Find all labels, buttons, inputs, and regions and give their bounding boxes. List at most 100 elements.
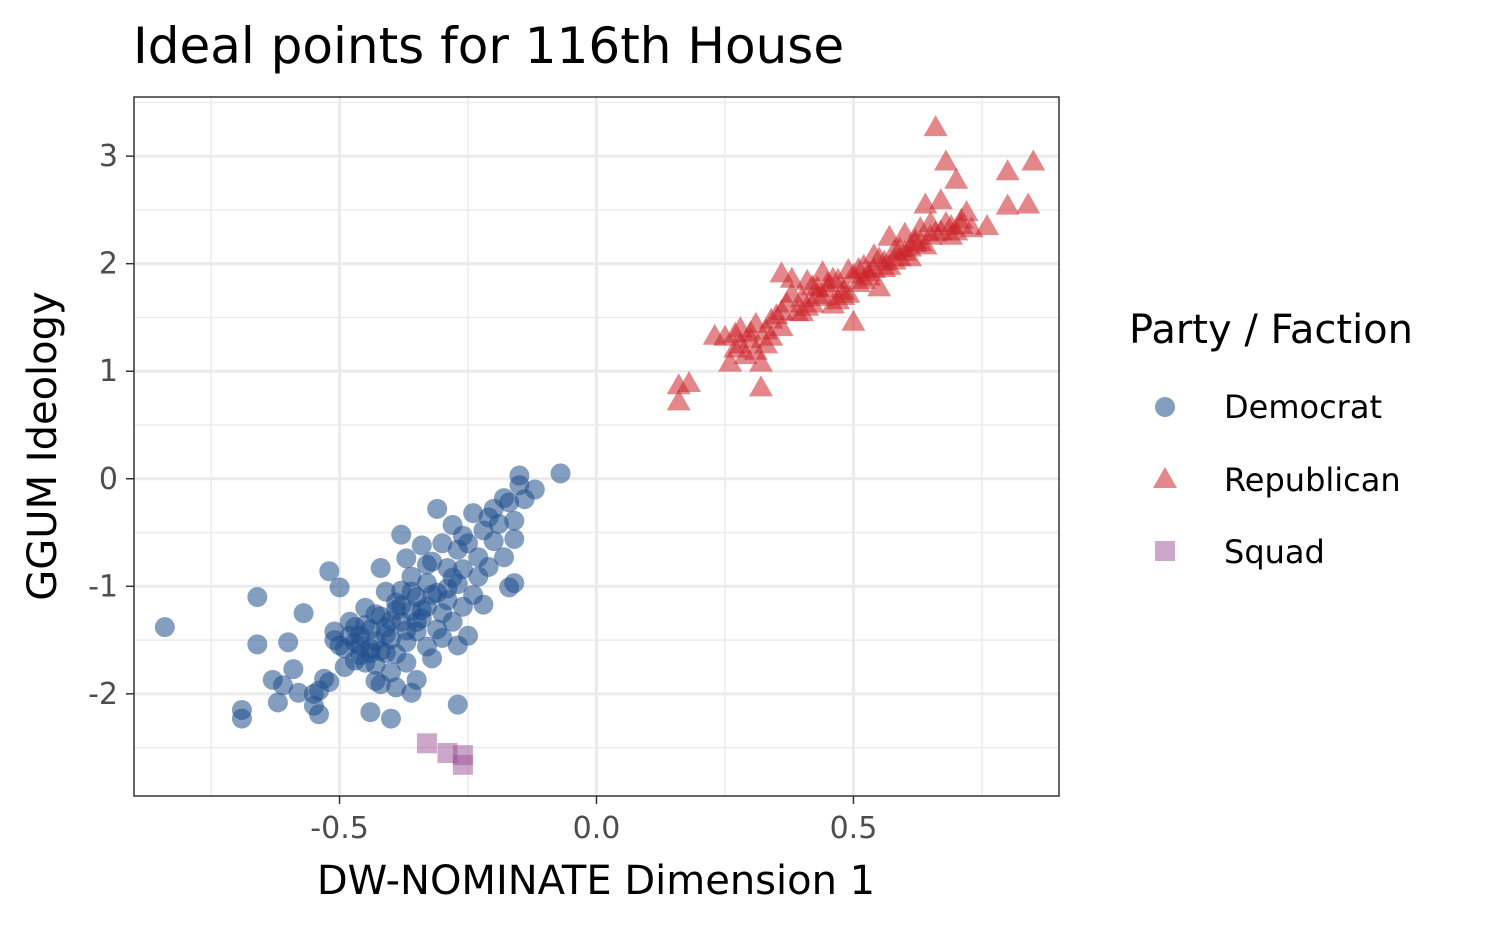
democrat-point [288,682,309,703]
democrat-point [432,627,453,648]
democrat-point [499,492,520,513]
y-tick-label: -2 [88,677,118,712]
republican-point [923,115,948,137]
democrat-point [494,547,514,568]
democrat-point [406,669,427,690]
democrat-point [293,603,314,624]
democrat-point [488,513,509,534]
republican-point [748,350,773,372]
democrat-point [355,615,376,636]
republican-point [769,299,794,321]
republican-point [718,350,743,372]
democrat-point [386,677,407,698]
legend-label-democrat: Democrat [1224,388,1382,426]
democrat-point [473,594,494,615]
x-axis-title: DW-NOMINATE Dimension 1 [317,858,875,904]
democrat-point [344,650,365,671]
y-tick-label: 0 [99,462,118,497]
republican-point [867,275,892,297]
democrat-point [273,675,294,696]
legend-label-republican: Republican [1224,461,1401,499]
republican-point [856,260,881,282]
republican-point [666,389,691,411]
y-tick-label: 3 [99,139,118,174]
democrat-point [360,702,381,723]
democrat-point [422,584,443,605]
y-axis-ticks: -2 -1 0 1 2 3 [88,139,134,712]
republican-point [743,338,768,360]
democrat-point [396,548,417,569]
republican-point [723,321,748,343]
democrat-point [509,465,530,486]
squad-point [452,754,473,775]
republican-point [995,159,1020,181]
republican-point [897,235,922,257]
series-democrat [154,463,571,729]
democrat-point [483,531,504,552]
democrat-point [375,642,396,663]
republican-point [754,318,779,340]
democrat-point [422,648,443,669]
democrat-point [401,566,422,587]
democrat-point [391,524,412,545]
democrat-point [380,662,401,683]
democrat-point [309,704,329,725]
democrat-point [447,694,468,715]
x-tick-label: -0.5 [310,811,369,846]
republican-point [677,371,701,393]
republican-point [944,167,969,189]
democrat-point [427,498,448,519]
legend-key-republican-icon [1153,467,1177,488]
democrat-point [416,554,437,575]
chart-title: Ideal points for 116th House [133,17,844,75]
republican-point [795,294,820,316]
democrat-point [278,632,299,653]
republican-point [949,212,974,234]
republican-point [836,281,861,303]
republican-point [826,288,851,310]
x-tick-label: 0.5 [830,811,878,846]
democrat-point [365,670,386,691]
republican-point [928,188,953,210]
legend-label-squad: Squad [1224,533,1325,571]
republican-point [728,332,753,354]
y-tick-label: -1 [88,569,118,604]
democrat-point [411,599,432,620]
democrat-point [442,567,463,588]
democrat-point [463,503,484,524]
series-squad [416,733,473,775]
democrat-point [504,528,525,549]
democrat-point [154,617,175,638]
democrat-point [319,672,340,693]
democrat-point [247,587,268,608]
squad-point [416,733,437,754]
legend: Party / Faction Democrat Republican Squa… [1129,307,1413,571]
democrat-point [370,606,391,627]
democrat-point [319,561,340,582]
republican-point [1021,149,1046,171]
data-points [154,115,1046,775]
republican-point [933,149,958,171]
republican-point [928,219,953,241]
republican-point [1016,192,1041,214]
democrat-point [432,533,453,554]
democrat-point [350,635,371,656]
republican-point [748,375,773,397]
y-axis-title: GGUM Ideology [20,291,66,600]
democrat-point [401,581,422,602]
democrat-point [478,556,499,577]
republican-point [841,309,866,331]
legend-key-democrat-icon [1155,397,1175,417]
republican-point [908,230,933,252]
republican-point [975,214,1000,236]
y-tick-label: 2 [99,247,118,282]
democrat-point [458,625,479,646]
democrat-point [370,558,391,579]
democrat-point [329,577,350,598]
squad-point [437,742,458,763]
democrat-point [504,510,525,531]
x-tick-label: 0.0 [573,811,621,846]
major-gridlines [134,97,1059,796]
democrat-point [550,463,571,484]
